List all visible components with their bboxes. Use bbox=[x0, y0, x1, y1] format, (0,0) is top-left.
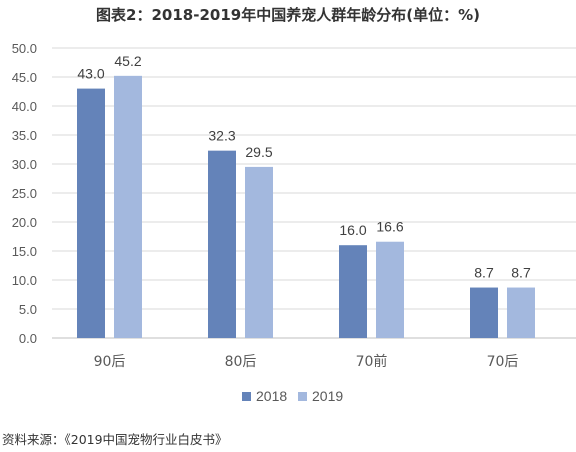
data-label: 8.7 bbox=[511, 265, 531, 281]
y-axis-ticks: 0.0 5.0 10.0 15.0 20.0 25.0 30.0 35.0 40.0 45.0 50… bbox=[12, 41, 37, 346]
category-label: 80后 bbox=[225, 354, 257, 370]
bar-2018-0 bbox=[77, 88, 105, 338]
data-label: 8.7 bbox=[474, 265, 494, 281]
legend-label: 2018 bbox=[256, 388, 287, 404]
y-tick-label: 15.0 bbox=[12, 244, 37, 259]
category-label: 70后 bbox=[487, 354, 519, 370]
y-tick-label: 35.0 bbox=[12, 128, 37, 143]
y-tick-label: 40.0 bbox=[12, 99, 37, 114]
bar-2019-0 bbox=[114, 75, 142, 338]
bars bbox=[77, 75, 535, 338]
bar-2018-3 bbox=[470, 287, 498, 338]
y-tick-label: 45.0 bbox=[12, 70, 37, 85]
category-label: 90后 bbox=[94, 354, 126, 370]
bar-2019-2 bbox=[376, 241, 404, 338]
y-tick-label: 20.0 bbox=[12, 215, 37, 230]
y-tick-label: 25.0 bbox=[12, 186, 37, 201]
bar-2019-1 bbox=[245, 166, 273, 338]
legend-swatch bbox=[242, 392, 251, 401]
data-labels: 43.0 45.2 32.3 29.5 16.0 16.6 8.7 8.7 bbox=[77, 53, 531, 281]
legend-swatch bbox=[298, 392, 307, 401]
legend: 2018 2019 bbox=[242, 388, 343, 404]
source-note: 资料来源：《2019中国宠物行业白皮书》 bbox=[2, 432, 228, 447]
chart-title: 图表2：2018-2019年中国养宠人群年龄分布(单位：%) bbox=[96, 6, 480, 24]
data-label: 32.3 bbox=[208, 128, 235, 144]
y-tick-label: 0.0 bbox=[19, 331, 37, 346]
data-label: 45.2 bbox=[114, 53, 141, 69]
data-label: 29.5 bbox=[245, 144, 272, 160]
data-label: 43.0 bbox=[77, 66, 104, 82]
category-label: 70前 bbox=[356, 353, 388, 370]
y-tick-label: 30.0 bbox=[12, 157, 37, 172]
bar-2019-3 bbox=[507, 287, 535, 338]
y-tick-label: 10.0 bbox=[12, 273, 37, 288]
y-tick-label: 5.0 bbox=[19, 302, 37, 317]
x-axis-categories: 90后 80后 70前 70后 bbox=[94, 353, 519, 370]
y-tick-label: 50.0 bbox=[12, 41, 37, 56]
legend-label: 2019 bbox=[312, 388, 343, 404]
bar-2018-2 bbox=[339, 245, 367, 338]
bar-2018-1 bbox=[208, 150, 236, 338]
data-label: 16.6 bbox=[376, 219, 403, 235]
data-label: 16.0 bbox=[339, 222, 366, 238]
